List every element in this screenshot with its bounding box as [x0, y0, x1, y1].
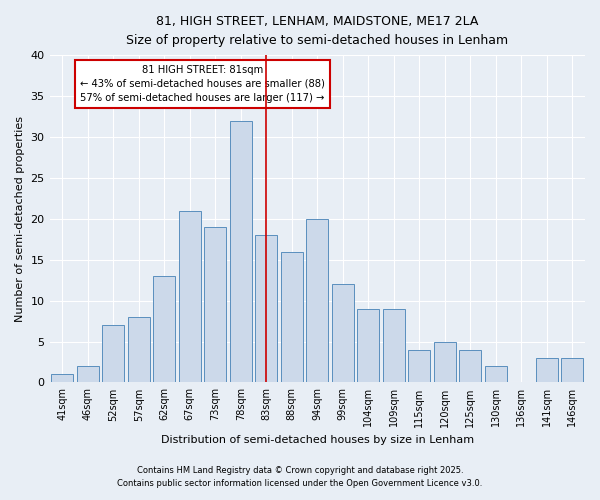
Bar: [179, 210, 200, 382]
Bar: [434, 342, 455, 382]
Bar: [205, 227, 226, 382]
Bar: [460, 350, 481, 382]
Bar: [409, 350, 430, 382]
X-axis label: Distribution of semi-detached houses by size in Lenham: Distribution of semi-detached houses by …: [161, 435, 474, 445]
Bar: [52, 374, 73, 382]
Bar: [128, 317, 149, 382]
Bar: [256, 235, 277, 382]
Bar: [383, 309, 404, 382]
Bar: [485, 366, 506, 382]
Y-axis label: Number of semi-detached properties: Number of semi-detached properties: [15, 116, 25, 322]
Bar: [307, 219, 328, 382]
Bar: [230, 120, 251, 382]
Bar: [562, 358, 583, 382]
Bar: [154, 276, 175, 382]
Bar: [536, 358, 557, 382]
Bar: [77, 366, 98, 382]
Title: 81, HIGH STREET, LENHAM, MAIDSTONE, ME17 2LA
Size of property relative to semi-d: 81, HIGH STREET, LENHAM, MAIDSTONE, ME17…: [126, 15, 508, 47]
Bar: [332, 284, 353, 382]
Text: 81 HIGH STREET: 81sqm
← 43% of semi-detached houses are smaller (88)
57% of semi: 81 HIGH STREET: 81sqm ← 43% of semi-deta…: [80, 65, 325, 103]
Bar: [281, 252, 302, 382]
Text: Contains HM Land Registry data © Crown copyright and database right 2025.
Contai: Contains HM Land Registry data © Crown c…: [118, 466, 482, 487]
Bar: [358, 309, 379, 382]
Bar: [103, 325, 124, 382]
